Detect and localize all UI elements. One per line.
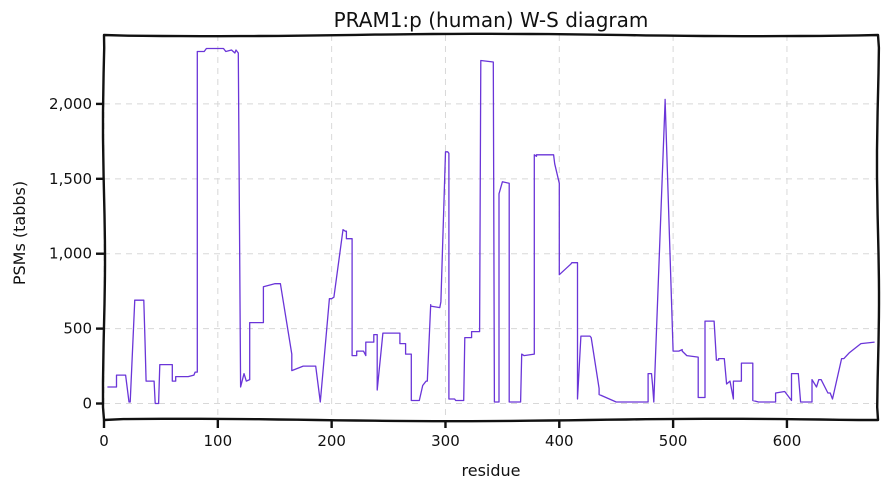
y-tick-label: 2,000: [49, 95, 92, 113]
x-tick-label: 500: [659, 432, 688, 450]
x-tick-label: 200: [317, 432, 346, 450]
x-tick-label: 400: [545, 432, 574, 450]
plot-frame: [101, 32, 881, 423]
x-axis-label: residue: [462, 461, 521, 480]
x-tick-label: 300: [431, 432, 460, 450]
y-tick-label: 1,000: [49, 245, 92, 263]
series-line: [107, 47, 875, 405]
axis-ticks: 0 100 200 300 400 500 600 0 500 1,000 1,500 2,000: [49, 95, 801, 450]
y-tick-label: 0: [82, 395, 92, 413]
chart-title: PRAM1:p (human) W-S diagram: [334, 8, 649, 32]
y-axis-label: PSMs (tabbs): [10, 181, 29, 285]
y-tick-label: 1,500: [49, 170, 92, 188]
x-tick-label: 100: [204, 432, 233, 450]
x-tick-label: 0: [99, 432, 109, 450]
grid: [103, 35, 878, 420]
x-tick-label: 600: [773, 432, 802, 450]
y-tick-label: 500: [63, 320, 92, 338]
